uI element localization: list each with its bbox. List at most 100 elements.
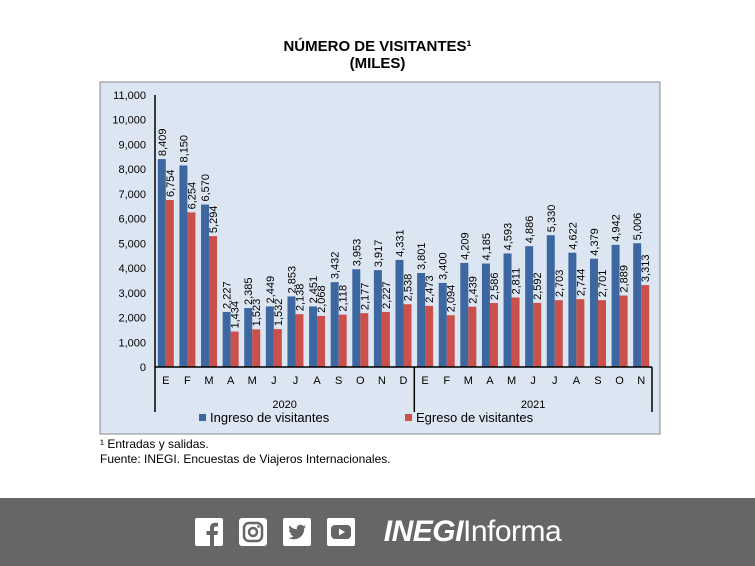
bar-ingreso bbox=[222, 311, 231, 367]
facebook-icon[interactable] bbox=[194, 517, 224, 547]
x-tick-label: A bbox=[313, 375, 321, 387]
bar-egreso bbox=[230, 331, 239, 367]
data-label: 4,622 bbox=[567, 222, 579, 250]
bar-ingreso bbox=[589, 258, 598, 367]
bar-egreso bbox=[554, 300, 563, 367]
data-label: 4,942 bbox=[611, 214, 623, 242]
data-label: 2,473 bbox=[424, 275, 436, 303]
footnote: ¹ Entradas y salidas. bbox=[100, 437, 209, 451]
data-label: 6,570 bbox=[200, 174, 212, 202]
data-label: 2,853 bbox=[286, 266, 298, 294]
bar-ingreso bbox=[201, 204, 210, 367]
data-label: 6,254 bbox=[186, 182, 198, 210]
x-tick-label: J bbox=[271, 375, 277, 387]
bar-egreso bbox=[187, 212, 196, 367]
y-tick-label: 5,000 bbox=[118, 238, 146, 250]
bar-ingreso bbox=[330, 282, 339, 367]
data-label: 4,331 bbox=[395, 229, 407, 257]
x-tick-label: M bbox=[507, 375, 516, 387]
notes: ¹ Entradas y salidas. Fuente: INEGI. Enc… bbox=[100, 437, 391, 467]
title-text: NÚMERO DE VISITANTES¹ bbox=[283, 38, 472, 55]
bar-egreso bbox=[597, 300, 606, 367]
group-label: 2021 bbox=[521, 399, 545, 411]
bar-ingreso bbox=[395, 259, 404, 367]
bar-ingreso bbox=[525, 246, 534, 367]
data-label: 2,889 bbox=[619, 265, 631, 293]
data-label: 2,068 bbox=[316, 285, 328, 313]
bar-egreso bbox=[619, 295, 628, 367]
data-label: 3,917 bbox=[373, 240, 385, 268]
data-label: 4,886 bbox=[524, 216, 536, 244]
y-tick-label: 6,000 bbox=[118, 214, 146, 226]
data-label: 2,811 bbox=[511, 268, 523, 295]
data-label: 2,094 bbox=[446, 285, 458, 313]
chart-title: NÚMERO DE VISITANTES¹ (MILES) bbox=[0, 38, 755, 72]
x-tick-label: M bbox=[464, 375, 473, 387]
subtitle-text: (MILES) bbox=[349, 55, 406, 72]
bar-egreso bbox=[641, 285, 650, 367]
bar-egreso bbox=[295, 314, 304, 367]
x-tick-label: J bbox=[552, 375, 558, 387]
y-tick-label: 4,000 bbox=[118, 263, 146, 275]
x-tick-label: E bbox=[162, 375, 169, 387]
data-label: 2,118 bbox=[338, 285, 350, 312]
bar-egreso bbox=[489, 303, 498, 367]
bar-egreso bbox=[381, 311, 390, 367]
data-label: 4,379 bbox=[589, 228, 601, 256]
bar-ingreso bbox=[244, 308, 253, 367]
legend-swatch bbox=[199, 414, 206, 421]
bar-egreso bbox=[446, 315, 455, 367]
data-label: 5,294 bbox=[208, 206, 220, 234]
instagram-icon[interactable] bbox=[238, 517, 268, 547]
bar-ingreso bbox=[309, 306, 318, 367]
x-tick-label: J bbox=[530, 375, 536, 387]
bar-egreso bbox=[468, 306, 477, 367]
bar-ingreso bbox=[157, 159, 166, 367]
data-label: 3,432 bbox=[330, 252, 342, 280]
data-label: 2,385 bbox=[243, 277, 255, 305]
bar-chart: 0 1,000 2,000 3,000 4,000 5,000 6,000 7,000 8,00… bbox=[99, 81, 661, 435]
y-tick-label: 2,000 bbox=[118, 313, 146, 325]
bar-egreso bbox=[576, 299, 585, 367]
bar-ingreso bbox=[179, 165, 188, 367]
bar-egreso bbox=[533, 302, 542, 367]
twitter-icon[interactable] bbox=[282, 517, 312, 547]
bar-egreso bbox=[273, 329, 282, 367]
data-label: 2,227 bbox=[381, 281, 393, 309]
bar-egreso bbox=[165, 199, 174, 367]
data-label: 1,532 bbox=[273, 299, 285, 327]
data-label: 2,451 bbox=[308, 276, 320, 304]
bar-ingreso bbox=[373, 270, 382, 367]
data-label: 2,592 bbox=[532, 272, 544, 300]
bar-ingreso bbox=[287, 296, 296, 367]
x-tick-label: S bbox=[335, 375, 342, 387]
data-label: 2,744 bbox=[575, 269, 587, 297]
data-label: 5,006 bbox=[632, 213, 644, 241]
data-label: 8,409 bbox=[157, 129, 169, 157]
bar-ingreso bbox=[417, 273, 426, 367]
y-tick-label: 10,000 bbox=[112, 115, 146, 127]
y-tick-label: 8,000 bbox=[118, 164, 146, 176]
bar-ingreso bbox=[265, 306, 274, 367]
data-label: 2,701 bbox=[597, 270, 609, 298]
x-tick-label: N bbox=[637, 375, 645, 387]
x-tick-label: M bbox=[248, 375, 257, 387]
y-tick-label: 11,000 bbox=[113, 90, 146, 102]
data-label: 2,449 bbox=[265, 276, 277, 304]
bar-ingreso bbox=[460, 262, 469, 367]
bar-ingreso bbox=[352, 269, 361, 367]
legend-label: Egreso de visitantes bbox=[416, 410, 534, 425]
data-label: 3,801 bbox=[416, 242, 428, 270]
bar-ingreso bbox=[438, 282, 447, 367]
inegi-informa-logo: INEGIInforma bbox=[384, 515, 562, 549]
x-tick-label: O bbox=[615, 375, 624, 387]
x-tick-label: N bbox=[378, 375, 386, 387]
bar-ingreso bbox=[568, 252, 577, 367]
x-tick-label: E bbox=[421, 375, 428, 387]
data-label: 2,227 bbox=[222, 281, 234, 309]
data-label: 2,538 bbox=[403, 274, 415, 302]
data-label: 2,439 bbox=[467, 276, 479, 304]
y-tick-label: 7,000 bbox=[118, 189, 146, 201]
youtube-icon[interactable] bbox=[326, 517, 356, 547]
data-label: 2,138 bbox=[294, 284, 306, 312]
